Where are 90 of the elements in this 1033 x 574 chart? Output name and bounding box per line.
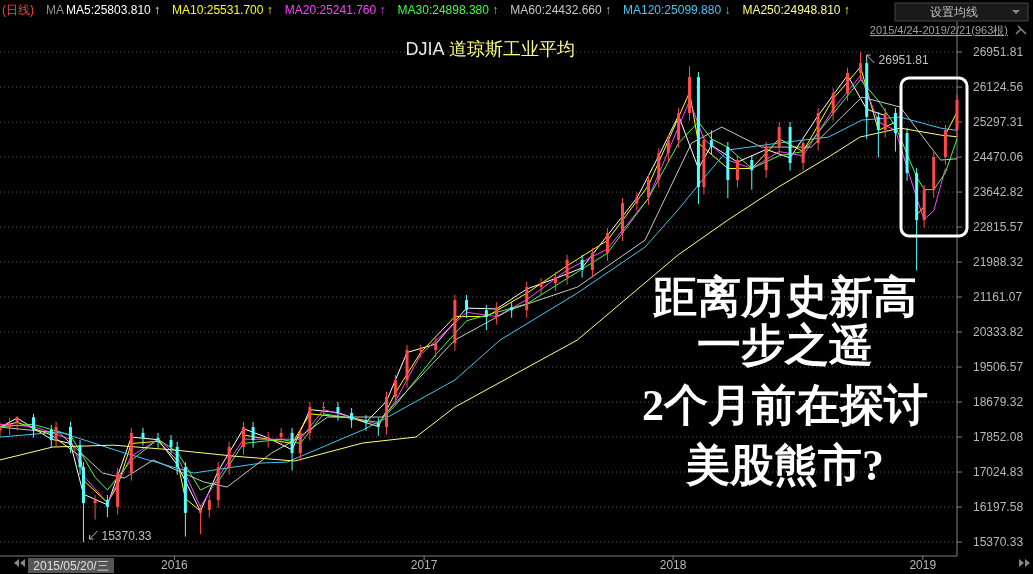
candlestick	[666, 134, 670, 162]
text: MA20:25241.760 ↑	[284, 3, 386, 17]
candlestick	[846, 67, 850, 102]
annotation: 美股熊市?	[685, 441, 884, 490]
candlestick	[198, 504, 202, 535]
annotation: 2个月前在探讨	[642, 381, 928, 430]
candlestick	[565, 254, 569, 286]
text: 2015/05/20/三	[33, 559, 109, 573]
candlestick	[646, 174, 650, 206]
candlestick	[735, 154, 739, 189]
y-tick-label: 16197.58	[973, 500, 1024, 515]
candlestick	[0, 421, 2, 437]
y-tick-label: 17852.08	[973, 430, 1024, 445]
y-tick-label: 22815.57	[973, 220, 1024, 235]
candlestick	[350, 407, 354, 429]
candlestick	[393, 374, 397, 406]
text: MA30:24898.380 ↑	[397, 3, 499, 17]
candlestick	[105, 494, 109, 518]
x-tick-label: 2017	[410, 558, 438, 572]
candlestick	[169, 434, 173, 455]
candlestick	[777, 121, 781, 156]
annotation: 26951.81	[878, 53, 929, 68]
candlestick	[876, 111, 880, 158]
x-tick-label: 2016	[161, 558, 189, 572]
annotation: 一步之遥	[697, 321, 873, 370]
y-tick-label: 24470.06	[973, 150, 1024, 165]
y-tick-label: 21161.07	[973, 290, 1023, 305]
candlestick	[156, 432, 160, 449]
y-tick-label: 19506.57	[973, 360, 1024, 375]
y-tick-label: 15370.33	[973, 535, 1024, 550]
candlestick	[539, 277, 543, 296]
candlestick	[883, 107, 887, 139]
candlestick	[709, 129, 713, 156]
candlestick	[831, 87, 835, 122]
candlestick	[322, 401, 326, 416]
candlestick	[635, 191, 639, 212]
annotation: 距离历史新高	[652, 273, 917, 322]
candlestick	[750, 154, 754, 191]
y-tick-label: 26124.56	[973, 80, 1024, 95]
candlestick	[336, 401, 340, 422]
candlestick	[15, 415, 19, 431]
x-tick-label: 2018	[659, 558, 687, 572]
candlestick	[801, 137, 805, 172]
text: MA250:24948.810 ↑	[742, 3, 850, 17]
candlestick	[495, 301, 499, 326]
candlestick	[227, 441, 231, 476]
text: MA	[46, 3, 64, 17]
candlestick	[590, 247, 594, 279]
y-tick-label: 26951.81	[973, 45, 1024, 60]
candlestick	[419, 344, 423, 359]
candlestick	[175, 441, 179, 476]
text: MA10:25531.700 ↑	[172, 3, 273, 17]
candlestick	[251, 421, 255, 449]
candlestick	[605, 227, 609, 262]
x-tick-label: 2019	[909, 558, 937, 572]
candlestick	[764, 141, 768, 179]
candlestick	[580, 254, 584, 279]
candlestick	[434, 337, 438, 359]
text: MA5:25803.810 ↑	[66, 3, 161, 17]
y-tick-label: 23642.82	[973, 185, 1024, 200]
text: MA120:25099.880 ↓	[623, 3, 731, 17]
candlestick	[32, 413, 36, 439]
candlestick	[279, 427, 283, 446]
annotation: 15370.33	[101, 529, 152, 544]
y-tick-label: 18679.32	[973, 395, 1024, 410]
candlestick	[484, 304, 488, 331]
candlestick	[553, 271, 557, 292]
y-tick-label: 25297.31	[973, 115, 1024, 130]
candlestick	[893, 107, 897, 153]
text: MA60:24432.660 ↑	[510, 3, 612, 17]
candlestick	[93, 494, 97, 521]
candlestick	[68, 421, 72, 454]
candlestick	[290, 427, 294, 472]
candlestick	[54, 421, 58, 449]
candlestick	[49, 424, 53, 449]
candlestick	[525, 281, 529, 319]
candlestick	[364, 414, 368, 432]
candlestick	[298, 427, 302, 462]
candlestick	[242, 421, 246, 455]
y-tick-label: 20333.82	[973, 325, 1024, 340]
candlestick	[207, 494, 211, 518]
text: 设置均线	[930, 5, 978, 19]
y-tick-label: 17024.83	[973, 465, 1024, 480]
candlestick	[465, 294, 469, 319]
y-tick-label: 21988.32	[973, 255, 1024, 270]
candlestick	[859, 51, 863, 81]
annotation: 2015/4/24-2019/2/21(963根)	[869, 24, 1008, 36]
candlestick	[141, 427, 145, 447]
text: (日线)	[2, 3, 34, 17]
text: DJIA 道琼斯工业平均	[405, 39, 575, 59]
